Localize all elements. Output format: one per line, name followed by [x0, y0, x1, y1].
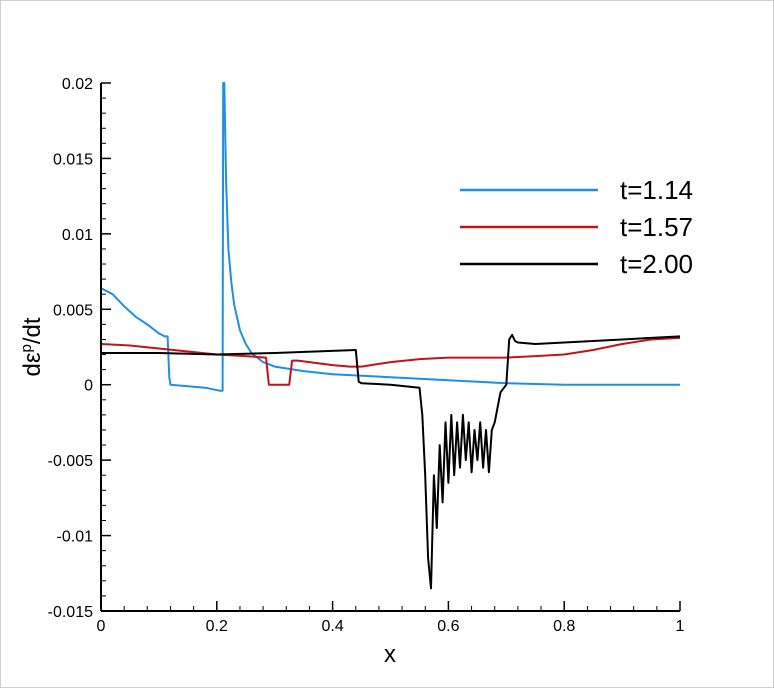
- plot-axes: [100, 83, 680, 612]
- axis-ticks: [100, 82, 681, 612]
- series-line-3: [101, 333, 681, 590]
- y-tick-label: -0.01: [57, 529, 94, 546]
- legend-label-3: t=2.00: [620, 249, 693, 279]
- x-tick-label: 0.8: [553, 618, 575, 635]
- y-axis-label-main: dε: [19, 352, 46, 376]
- axis-tick-labels: 0 0.2 0.4 0.6 0.8 1 -0.015 -0.01 -0.005 0 0.005 0.0…: [48, 76, 685, 635]
- y-tick-label: 0: [84, 378, 93, 395]
- x-tick-label: 0.6: [437, 618, 459, 635]
- x-tick-label: 0.2: [206, 618, 228, 635]
- y-tick-label: 0.01: [62, 227, 93, 244]
- y-tick-label: -0.005: [48, 453, 93, 470]
- x-tick-label: 1: [676, 618, 685, 635]
- y-axis-label: dεp/dt: [18, 317, 46, 376]
- y-axis-label-tail: /dt: [19, 317, 46, 344]
- x-tick-label: 0: [97, 618, 106, 635]
- x-axis-label: x: [384, 641, 396, 668]
- y-tick-label: 0.005: [53, 302, 93, 319]
- y-axis-label-superscript: p: [18, 344, 35, 352]
- legend-label-1: t=1.14: [620, 175, 693, 205]
- legend: t=1.14 t=1.57 t=2.00: [460, 175, 693, 279]
- y-tick-label: 0.015: [53, 151, 93, 168]
- legend-label-2: t=1.57: [620, 212, 693, 242]
- series-line-1: [100, 82, 680, 392]
- y-tick-label: -0.015: [48, 604, 93, 621]
- x-tick-label: 0.4: [321, 618, 343, 635]
- series-curves: [100, 82, 681, 590]
- y-tick-label: 0.02: [62, 76, 93, 93]
- series-line-2: [100, 336, 681, 386]
